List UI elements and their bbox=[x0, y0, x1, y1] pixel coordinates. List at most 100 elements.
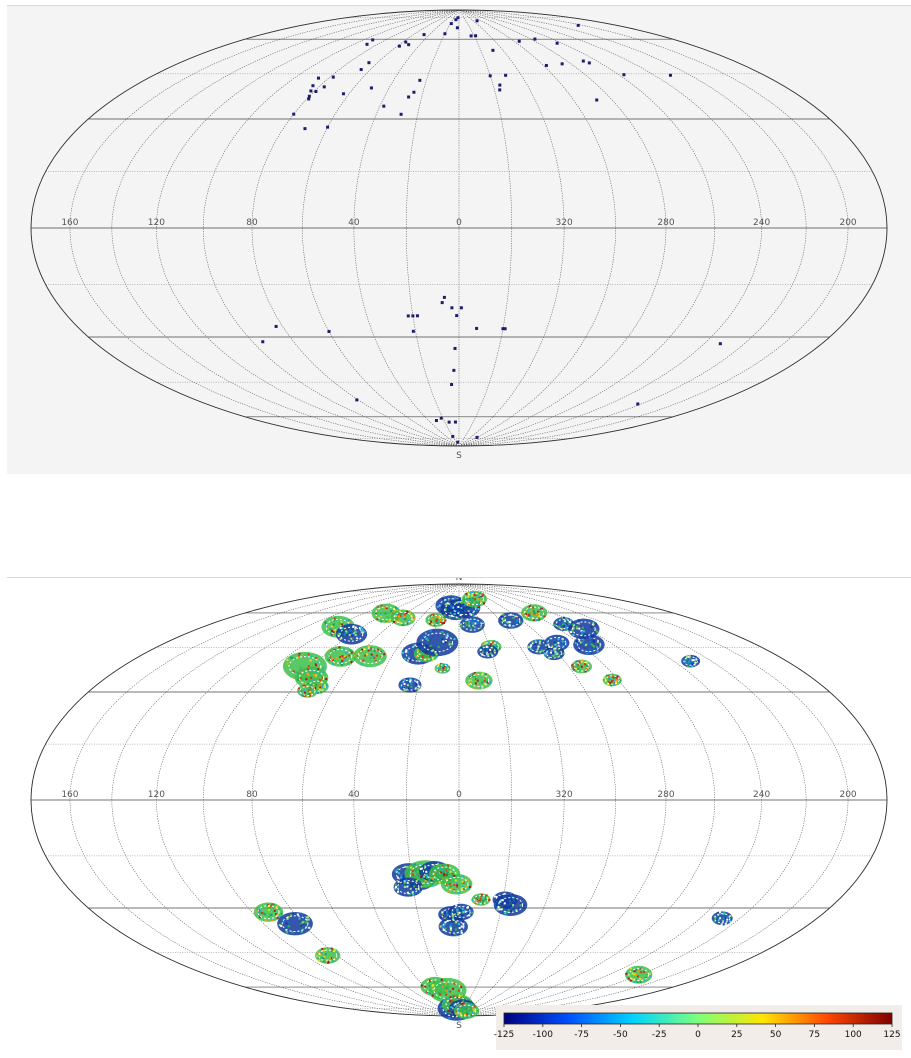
cluster-pixel bbox=[573, 668, 576, 671]
cluster-pixel bbox=[282, 920, 285, 923]
cluster-pixel bbox=[356, 637, 359, 640]
cluster-pixel bbox=[579, 663, 582, 666]
cluster-pixel bbox=[448, 1010, 451, 1013]
cluster-pixel bbox=[562, 652, 565, 655]
cluster-pixel bbox=[307, 653, 310, 656]
south-pole-label: S bbox=[456, 1021, 462, 1031]
cluster-pixel bbox=[474, 617, 477, 620]
cluster-pixel bbox=[432, 658, 435, 661]
cluster-ring bbox=[547, 636, 567, 650]
cluster-pixel bbox=[291, 912, 294, 915]
cluster-pixel bbox=[301, 655, 304, 658]
cluster-pixel bbox=[373, 649, 376, 652]
cluster-pixel bbox=[472, 621, 475, 624]
cluster-pixel bbox=[418, 890, 421, 893]
cluster-pixel bbox=[396, 868, 399, 871]
source-point bbox=[491, 48, 495, 52]
cluster-pixel bbox=[611, 675, 614, 678]
cluster-pixel bbox=[439, 619, 442, 622]
cluster-pixel bbox=[559, 643, 562, 646]
source-point bbox=[555, 41, 559, 45]
cluster-ring bbox=[444, 876, 469, 892]
cluster-pixel bbox=[349, 629, 352, 632]
cluster-pixel bbox=[421, 655, 424, 658]
cluster-pixel bbox=[436, 622, 439, 625]
cluster-pixel bbox=[415, 683, 418, 686]
cluster-pixel bbox=[588, 636, 591, 639]
cluster-pixel bbox=[383, 606, 386, 609]
cluster-pixel bbox=[498, 647, 501, 650]
cluster-pixel bbox=[431, 882, 434, 885]
cluster-pixel bbox=[635, 973, 638, 976]
cluster-pixel bbox=[529, 615, 532, 618]
cluster-pixel bbox=[440, 986, 443, 989]
cluster-pixel bbox=[445, 669, 448, 672]
cluster-pixel bbox=[434, 651, 437, 654]
cluster-pixel bbox=[407, 884, 410, 887]
cluster-pixel bbox=[507, 909, 510, 912]
cluster-pixel bbox=[311, 690, 314, 693]
cluster-pixel bbox=[490, 652, 493, 655]
cluster-pixel bbox=[482, 643, 485, 646]
cluster-pixel bbox=[451, 872, 454, 875]
cluster-pixel bbox=[465, 592, 468, 595]
cluster-pixel bbox=[588, 648, 591, 651]
cluster-pixel bbox=[453, 996, 456, 999]
cluster-pixel bbox=[280, 912, 283, 915]
cluster-pixel bbox=[394, 887, 397, 890]
cluster-pixel bbox=[332, 619, 335, 622]
cluster-pixel bbox=[326, 959, 329, 962]
cluster-pixel bbox=[537, 618, 540, 621]
cluster-pixel bbox=[514, 615, 517, 618]
cluster-pixel bbox=[430, 884, 433, 887]
cluster-pixel bbox=[344, 658, 347, 661]
cluster-pixel bbox=[332, 960, 335, 963]
cluster-pixel bbox=[615, 679, 618, 682]
value-cluster bbox=[520, 604, 548, 622]
cluster-pixel bbox=[468, 620, 471, 623]
cluster-pixel bbox=[312, 686, 315, 689]
cluster-pixel bbox=[410, 682, 413, 685]
cluster-pixel bbox=[574, 642, 577, 645]
cluster-pixel bbox=[308, 926, 311, 929]
cluster-pixel bbox=[443, 618, 446, 621]
south-pole-label: S bbox=[456, 451, 462, 461]
cluster-pixel bbox=[481, 621, 484, 624]
cluster-pixel bbox=[560, 627, 563, 630]
cluster-pixel bbox=[500, 619, 503, 622]
cluster-pixel bbox=[467, 599, 470, 602]
cluster-pixel bbox=[489, 648, 492, 651]
cluster-pixel bbox=[360, 648, 363, 651]
cluster-pixel bbox=[341, 655, 344, 658]
cluster-pixel bbox=[302, 694, 305, 697]
cluster-pixel bbox=[598, 645, 601, 648]
cluster-pixel bbox=[462, 1013, 465, 1016]
cluster-pixel bbox=[438, 618, 441, 621]
cluster-pixel bbox=[696, 660, 699, 663]
cluster-pixel bbox=[457, 605, 460, 608]
cluster-pixel bbox=[432, 872, 435, 875]
cluster-pixel bbox=[488, 650, 491, 653]
cluster-pixel bbox=[333, 648, 336, 651]
cluster-pixel bbox=[512, 617, 515, 620]
cluster-pixel bbox=[485, 895, 488, 898]
cluster-pixel bbox=[522, 612, 525, 615]
cluster-pixel bbox=[401, 884, 404, 887]
cluster-pixel bbox=[550, 651, 553, 654]
cluster-pixel bbox=[315, 691, 318, 694]
cluster-pixel bbox=[457, 1009, 460, 1012]
cluster-pixel bbox=[356, 635, 359, 638]
cluster-pixel bbox=[613, 683, 616, 686]
cluster-pixel bbox=[441, 865, 444, 868]
cluster-pixel bbox=[544, 644, 547, 647]
cluster-pixel bbox=[357, 656, 360, 659]
cluster-pixel bbox=[276, 916, 279, 919]
cluster-pixel bbox=[407, 687, 410, 690]
cluster-pixel bbox=[454, 1012, 457, 1015]
cluster-pixel bbox=[466, 883, 469, 886]
cluster-pixel bbox=[443, 874, 446, 877]
cluster-pixel bbox=[458, 1008, 461, 1011]
cluster-pixel bbox=[286, 931, 289, 934]
cluster-pixel bbox=[596, 641, 599, 644]
value-cluster bbox=[711, 911, 733, 926]
